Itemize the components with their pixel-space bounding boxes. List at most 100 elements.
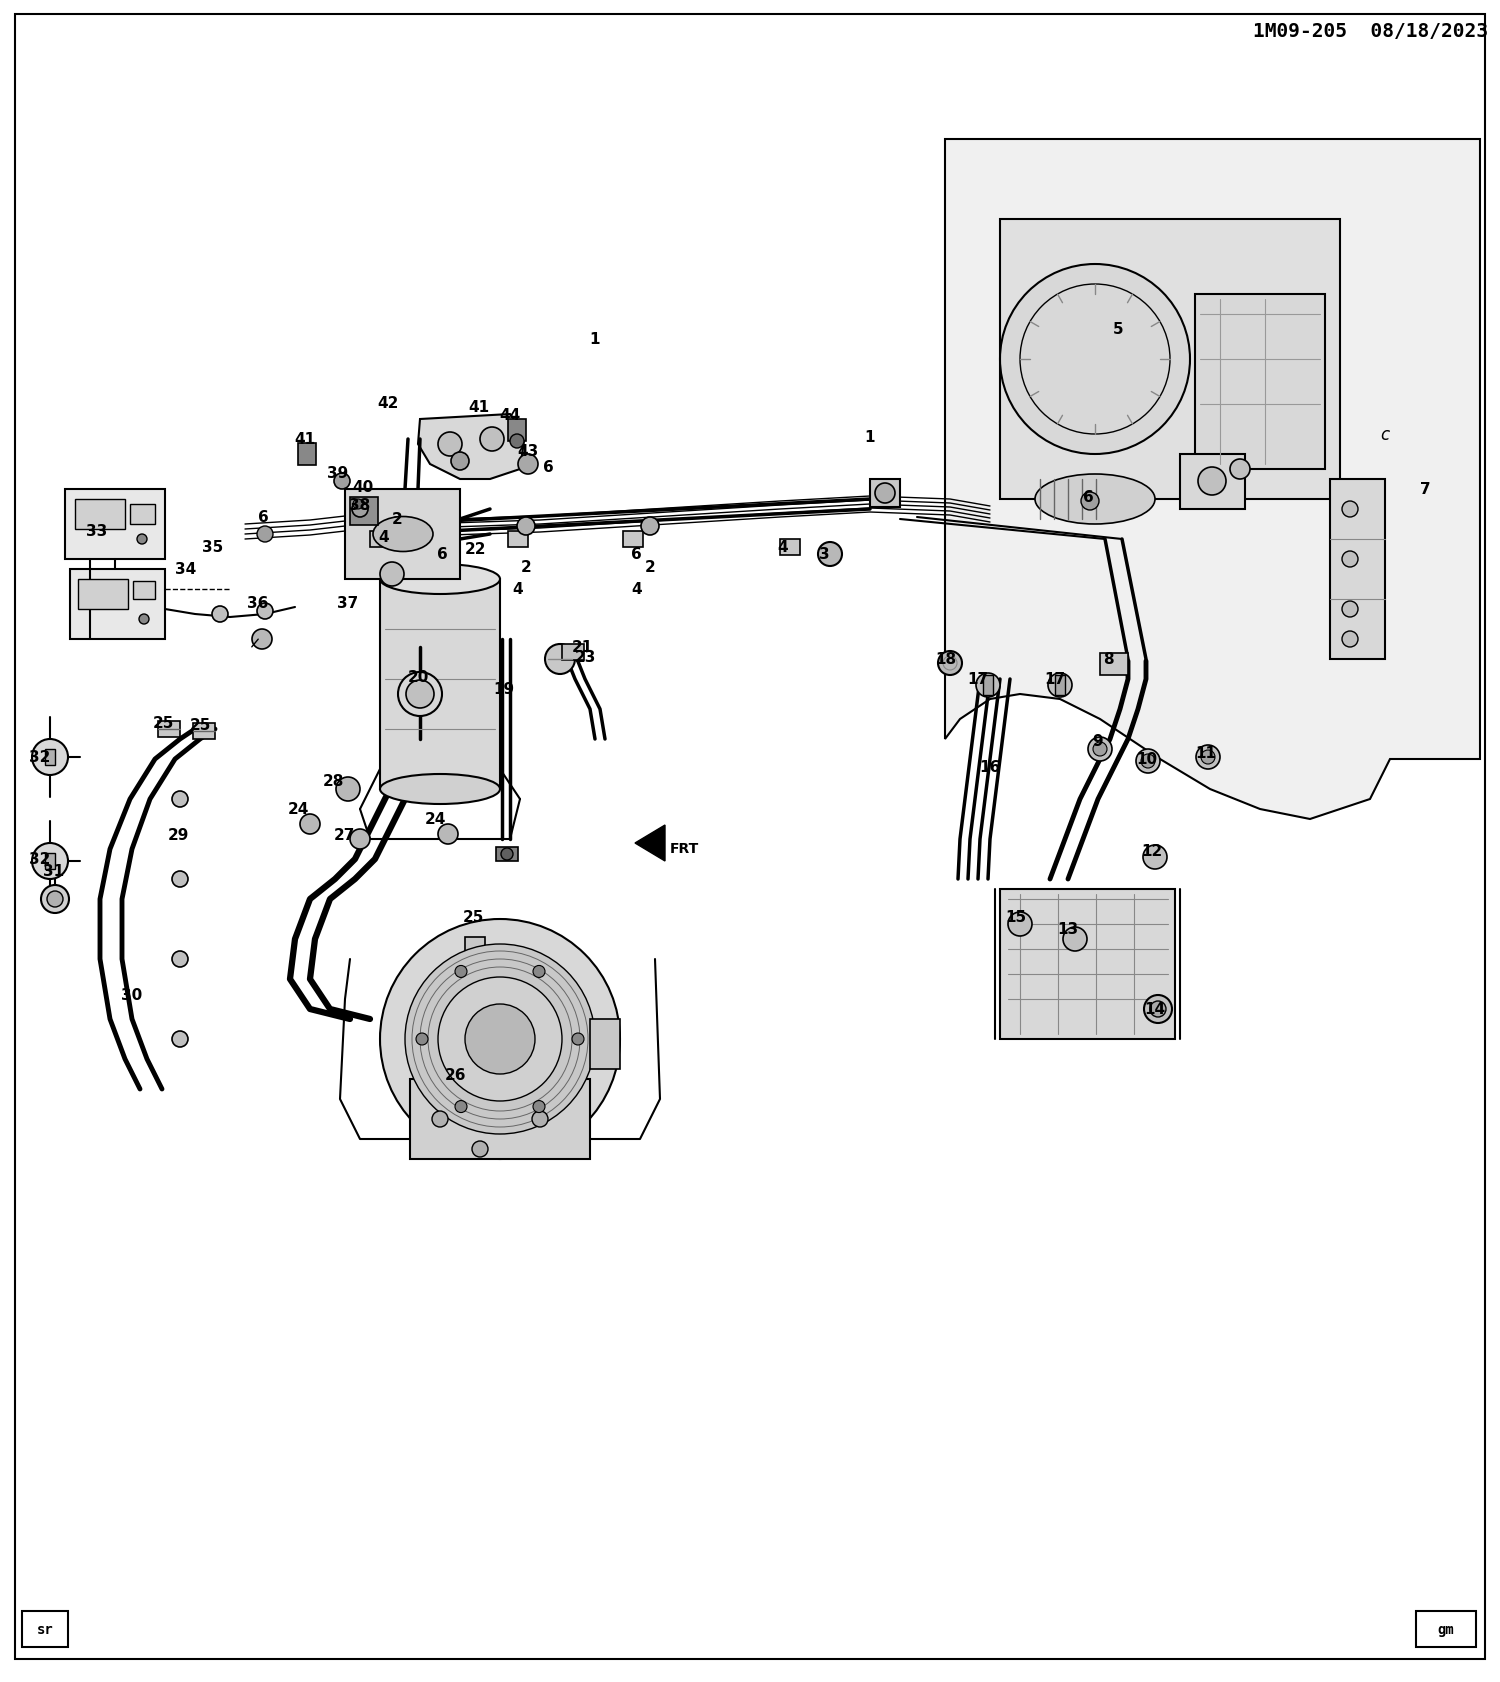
- Circle shape: [501, 848, 513, 861]
- Text: 3: 3: [819, 547, 830, 562]
- Text: 4: 4: [378, 530, 390, 545]
- Polygon shape: [419, 415, 525, 479]
- Text: 19: 19: [494, 683, 514, 696]
- Text: 40: 40: [352, 481, 374, 495]
- Circle shape: [350, 829, 370, 849]
- Text: 2: 2: [392, 513, 402, 526]
- Circle shape: [252, 629, 272, 649]
- Bar: [1180, 454, 1245, 510]
- Text: 24: 24: [288, 802, 309, 817]
- Text: 1M09-205  08/18/2023: 1M09-205 08/18/2023: [1252, 22, 1488, 40]
- Text: 12: 12: [1142, 844, 1162, 860]
- Text: 43: 43: [518, 444, 538, 459]
- Ellipse shape: [374, 516, 434, 552]
- Circle shape: [572, 1033, 584, 1046]
- Bar: [134, 582, 154, 600]
- Text: 4: 4: [513, 582, 523, 597]
- Circle shape: [334, 474, 350, 489]
- Bar: [465, 937, 484, 954]
- Bar: [298, 444, 316, 466]
- Bar: [158, 722, 180, 738]
- Circle shape: [172, 871, 188, 888]
- Circle shape: [336, 777, 360, 802]
- Circle shape: [416, 1033, 428, 1046]
- Text: sr: sr: [36, 1621, 54, 1637]
- Ellipse shape: [380, 774, 500, 804]
- Bar: [130, 505, 154, 525]
- Text: gm: gm: [1437, 1621, 1455, 1637]
- Text: 31: 31: [44, 865, 64, 880]
- Circle shape: [480, 427, 504, 452]
- Text: 4: 4: [632, 582, 642, 597]
- Circle shape: [1142, 755, 1155, 769]
- Bar: [509, 532, 528, 548]
- Circle shape: [544, 644, 574, 674]
- Text: 32: 32: [30, 750, 51, 765]
- Text: c: c: [1380, 426, 1389, 444]
- Text: 29: 29: [168, 828, 189, 843]
- Text: 6: 6: [436, 547, 447, 562]
- Circle shape: [1150, 1001, 1166, 1018]
- Circle shape: [1342, 632, 1358, 648]
- Bar: [1100, 654, 1128, 676]
- Circle shape: [1198, 468, 1225, 496]
- Bar: [870, 479, 900, 508]
- Circle shape: [438, 977, 562, 1102]
- Text: 36: 36: [248, 595, 268, 611]
- Bar: [780, 540, 800, 555]
- Circle shape: [172, 792, 188, 807]
- Ellipse shape: [1035, 474, 1155, 525]
- Text: 16: 16: [980, 760, 1000, 775]
- Circle shape: [1064, 927, 1088, 952]
- Bar: [64, 489, 165, 560]
- Circle shape: [510, 434, 524, 449]
- Polygon shape: [634, 826, 664, 861]
- Bar: [194, 723, 214, 740]
- Circle shape: [256, 526, 273, 543]
- Circle shape: [465, 1004, 536, 1075]
- Text: 13: 13: [1058, 922, 1078, 937]
- Circle shape: [380, 563, 404, 587]
- Polygon shape: [945, 140, 1480, 819]
- Circle shape: [938, 651, 962, 676]
- Bar: [1416, 1611, 1476, 1647]
- Text: 18: 18: [936, 653, 957, 668]
- Text: 8: 8: [1102, 653, 1113, 668]
- Circle shape: [1230, 459, 1250, 479]
- Bar: [410, 1080, 590, 1159]
- Circle shape: [518, 454, 538, 474]
- Bar: [1000, 890, 1174, 1039]
- Circle shape: [874, 484, 896, 503]
- Text: 9: 9: [1092, 733, 1104, 748]
- Bar: [562, 644, 584, 661]
- Bar: [1000, 220, 1340, 500]
- Ellipse shape: [380, 565, 500, 595]
- Text: 14: 14: [1144, 1002, 1166, 1018]
- Circle shape: [532, 1112, 548, 1127]
- Text: 17: 17: [968, 673, 988, 686]
- Bar: [1330, 479, 1384, 659]
- Circle shape: [818, 543, 842, 567]
- Text: 15: 15: [1005, 910, 1026, 925]
- Text: 38: 38: [350, 498, 370, 513]
- Circle shape: [438, 432, 462, 458]
- Circle shape: [1000, 264, 1190, 454]
- Bar: [22, 1611, 68, 1647]
- Text: 11: 11: [1196, 747, 1216, 760]
- Circle shape: [976, 673, 1000, 698]
- Circle shape: [388, 518, 406, 535]
- Bar: [345, 489, 460, 580]
- Bar: [982, 676, 993, 696]
- Text: 28: 28: [322, 774, 344, 789]
- Text: 22: 22: [465, 542, 486, 557]
- Text: 35: 35: [202, 540, 223, 555]
- Bar: [370, 532, 390, 548]
- Text: 2: 2: [645, 560, 656, 575]
- Circle shape: [532, 1102, 544, 1113]
- Text: 2: 2: [520, 560, 531, 575]
- Circle shape: [1342, 501, 1358, 518]
- Circle shape: [1196, 745, 1219, 770]
- Circle shape: [640, 518, 658, 535]
- Circle shape: [46, 891, 63, 908]
- Text: 20: 20: [408, 669, 429, 685]
